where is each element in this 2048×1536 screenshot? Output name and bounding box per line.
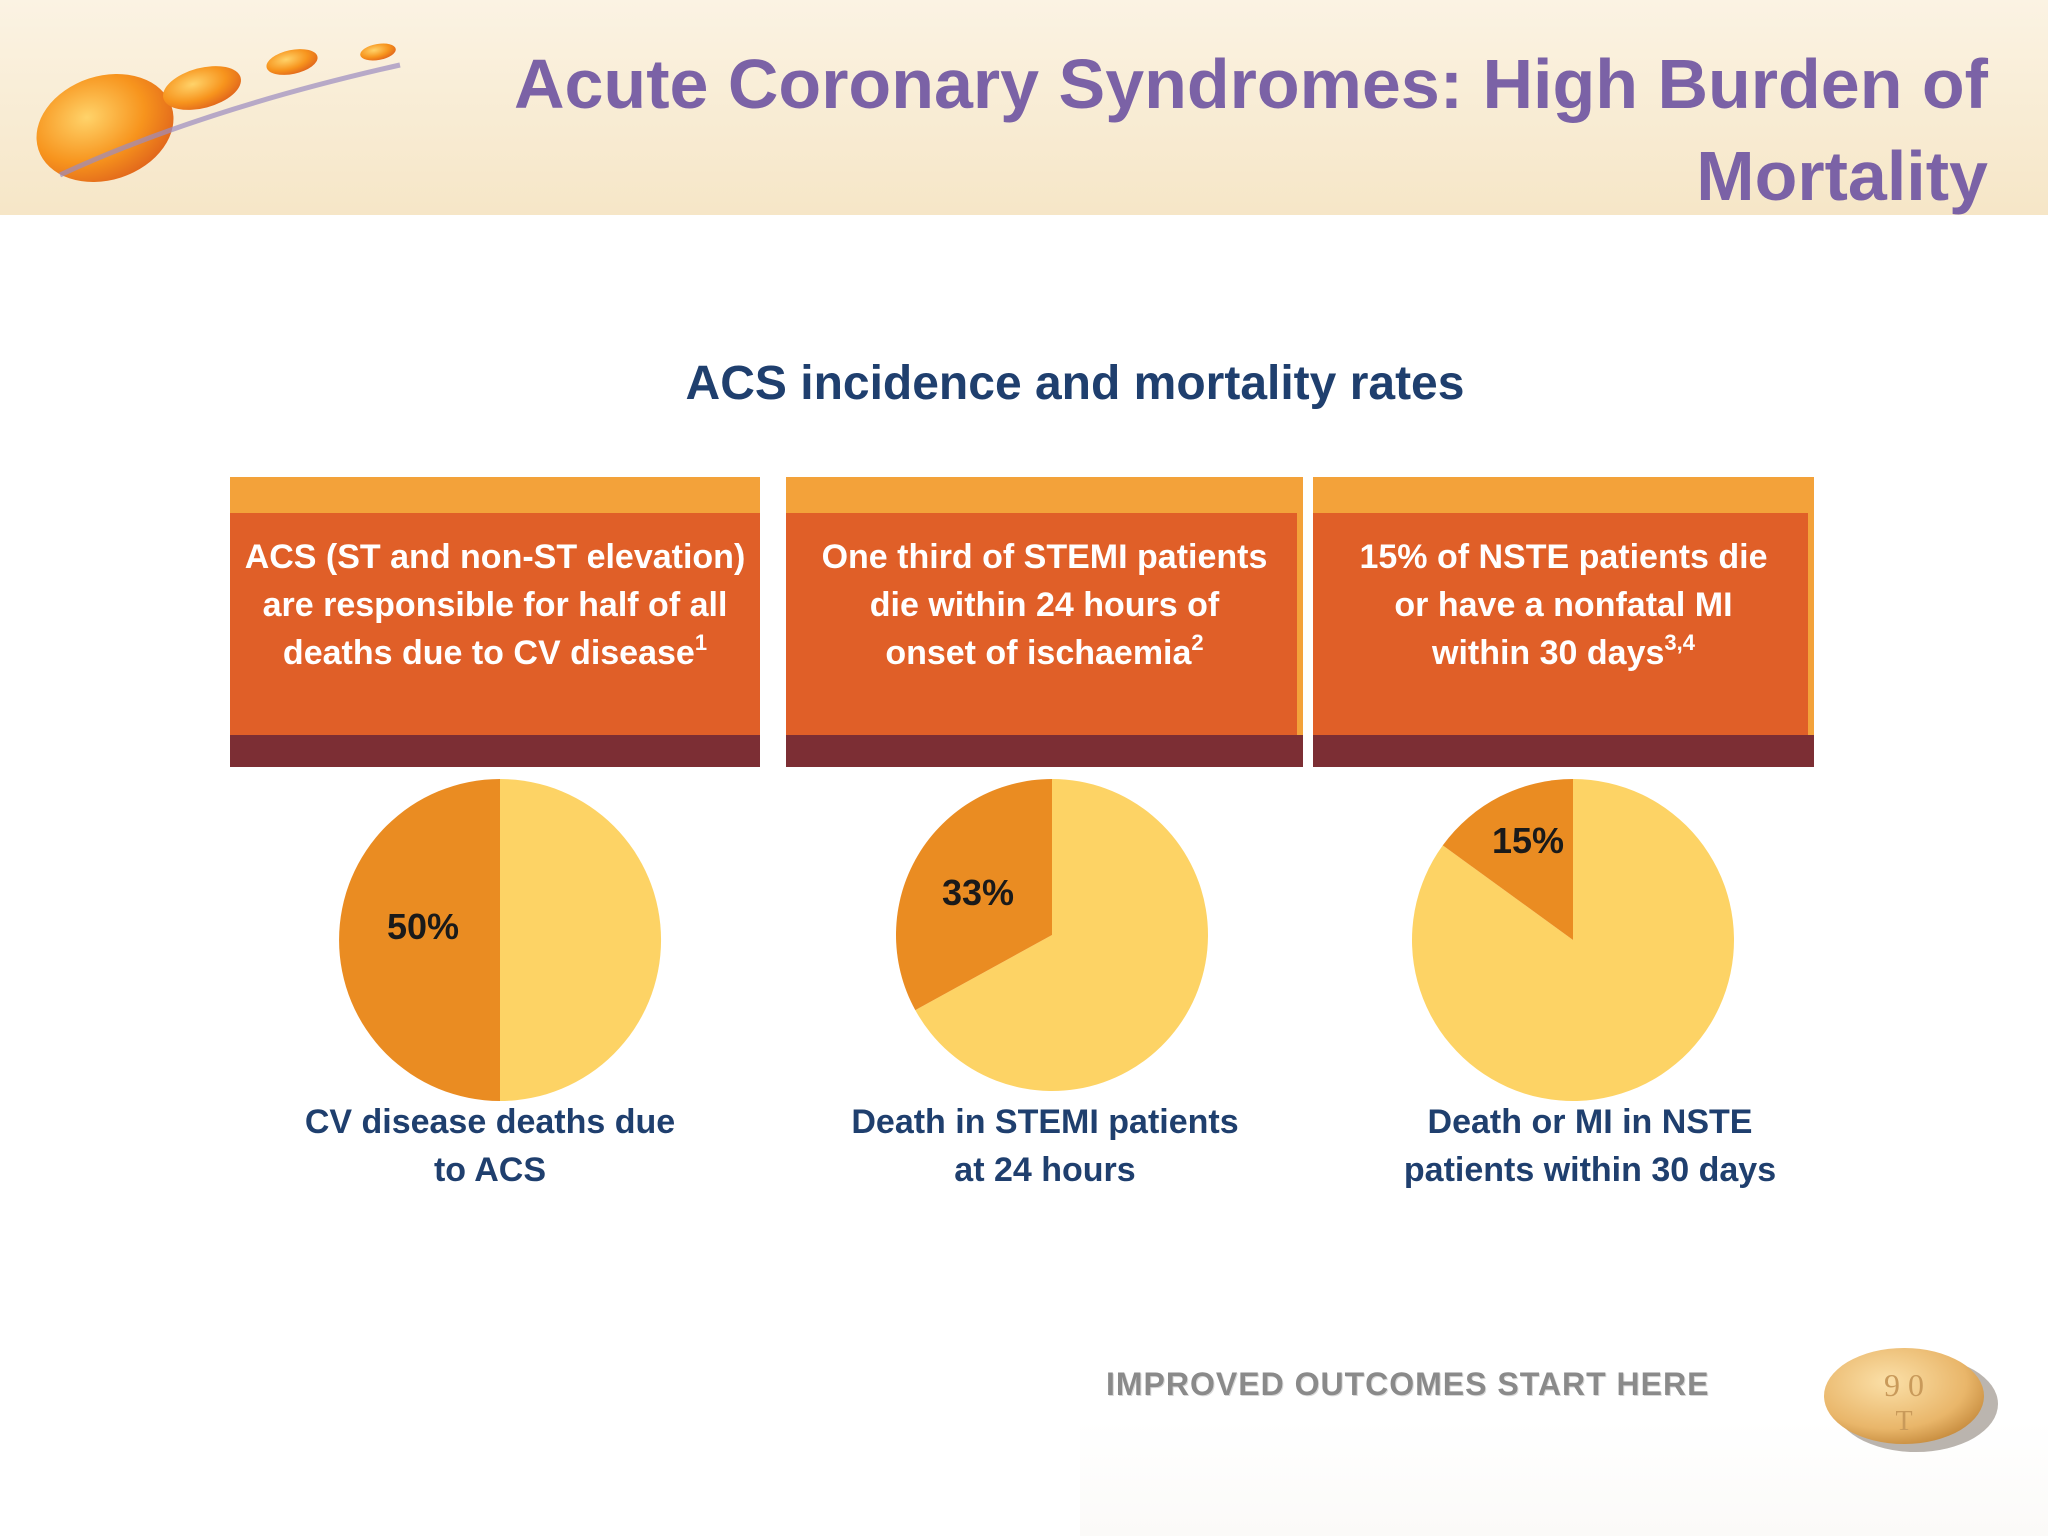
pie-caption-3: Death or MI in NSTE patients within 30 d… [1340,1098,1840,1194]
caption-line: Death in STEMI patients [851,1103,1239,1141]
box-edge [1808,477,1814,767]
box-bottom-bar [786,735,1303,767]
box-top-bar [230,477,760,513]
pie-data-label: 33% [942,872,1014,913]
tablet-imprint: 9 0 [1884,1367,1924,1403]
pie-data-label: 50% [387,906,459,947]
logo-ellipse [266,49,318,75]
stat-box-3: 15% of NSTE patients die or have a nonfa… [1313,477,1814,767]
caption-line: patients within 30 days [1403,1151,1777,1189]
box-line: or have a nonfatal MI [1394,586,1733,624]
reference-marker: 1 [694,630,708,655]
footer-tagline: IMPROVED OUTCOMES START HERE [1106,1366,1710,1402]
box-line: 15% of NSTE patients die [1359,538,1768,576]
pie-slice-highlight [339,779,500,1101]
reference-marker: 2 [1191,630,1204,655]
title-line-1: Acute Coronary Syndromes: High Burden of [513,45,1988,123]
box-line: onset of ischaemia2 [794,629,1295,677]
logo-ellipse [360,43,396,61]
caption-line: CV disease deaths due [304,1103,676,1141]
chart-subtitle: ACS incidence and mortality rates [685,357,1465,410]
stat-box-text: 15% of NSTE patients die or have a nonfa… [1321,533,1806,677]
pie-slice-highlight [896,779,1052,1011]
logo-swoosh [58,62,401,178]
pie-caption-1: CV disease deaths due to ACS [260,1098,720,1194]
pie-data-label: 15% [1492,820,1564,861]
box-line: One third of STEMI patients [821,538,1268,576]
tablet-body [1824,1348,1984,1444]
pie-chart-3: 15% [1412,779,1734,1101]
title-line-2: Mortality [1696,137,1988,215]
caption-line: Death or MI in NSTE [1427,1103,1753,1141]
caption-line: at 24 hours [954,1151,1136,1189]
pie-slice-remainder [915,779,1208,1091]
box-line: deaths due to CV disease1 [238,629,752,677]
stat-box-1: ACS (ST and non-ST elevation) are respon… [230,477,760,767]
header-band [0,0,2048,215]
pie-chart-2: 33% [896,779,1208,1091]
logo-ellipses [36,43,401,182]
box-line: die within 24 hours of [869,586,1220,624]
pie-slice-remainder [500,779,662,1101]
box-edge [1297,477,1303,767]
logo-ellipse [36,74,174,182]
pie-slice-highlight [1442,779,1573,940]
box-line-text: deaths due to CV disease [282,634,695,672]
box-bottom-bar [230,735,760,767]
reference-marker: 3,4 [1664,630,1695,655]
box-line: within 30 days3,4 [1321,629,1806,677]
box-bottom-bar [1313,735,1814,767]
box-top-bar [786,477,1303,513]
tablet-logo: 9 0 T [1824,1348,1998,1452]
pie-chart-1: 50% [339,779,662,1101]
tablet-imprint: T [1895,1406,1912,1437]
caption-line: to ACS [433,1151,547,1189]
box-top-bar [1313,477,1814,513]
stat-box-2: One third of STEMI patients die within 2… [786,477,1303,767]
box-line-text: within 30 days [1432,634,1665,672]
box-line: are responsible for half of all [262,586,728,624]
stat-box-text: One third of STEMI patients die within 2… [794,533,1295,677]
box-line-text: onset of ischaemia [885,634,1192,672]
logo-ellipse [163,66,241,110]
box-line: ACS (ST and non-ST elevation) [244,538,746,576]
pie-caption-2: Death in STEMI patients at 24 hours [805,1098,1285,1194]
page-title: Acute Coronary Syndromes: High Burden of… [488,38,1988,222]
stat-box-text: ACS (ST and non-ST elevation) are respon… [238,533,752,677]
